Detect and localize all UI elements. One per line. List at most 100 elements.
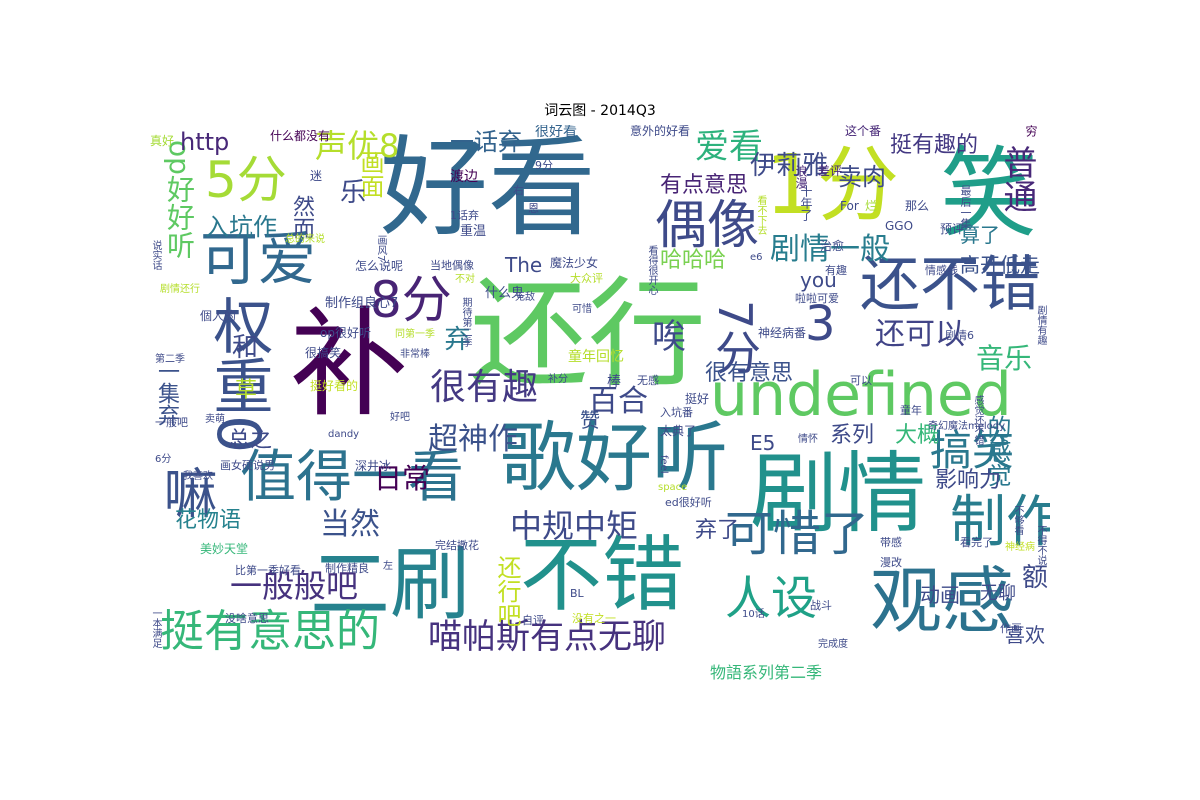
word-99: 当地偶像 xyxy=(430,259,474,272)
word-62: 赞 xyxy=(580,408,600,432)
word-93: For xyxy=(840,199,859,213)
word-35: 普通 xyxy=(997,145,1037,213)
word-71: 还行吧 xyxy=(493,555,521,627)
word-88: 看不下去 xyxy=(755,195,766,235)
word-102: 不对 xyxy=(455,274,475,285)
word-25: 权重0 xyxy=(203,295,273,454)
word-31: 爱看 xyxy=(695,127,763,167)
word-47: 卖肉 xyxy=(838,163,886,191)
word-143: space xyxy=(658,482,688,493)
word-97: 预评 xyxy=(940,222,965,236)
word-26: 嘛 xyxy=(154,465,217,519)
word-160: 总的来说 xyxy=(285,234,325,245)
word-59: you xyxy=(800,268,837,292)
word-107: 啦啦可爱 xyxy=(795,292,839,305)
word-87: 十年了 xyxy=(799,185,813,221)
word-6: 剧情 xyxy=(750,442,927,545)
word-105: 什么鬼 xyxy=(485,286,525,301)
word-21: 喵帕斯有点无聊 xyxy=(428,617,666,657)
word-150: 棒 xyxy=(607,374,621,390)
word-120: 画女硬说男 xyxy=(220,459,275,472)
word-49: 有点意思 xyxy=(660,173,749,198)
word-cloud: 好看 还行 笑 1分补剧情 歌好听 不错 二刷 观感 undefined 还不错 偶像 5分 可爱 值得一… xyxy=(150,125,1050,685)
word-10: 观感 xyxy=(870,559,1015,643)
word-146: 6分 xyxy=(155,454,172,465)
word-40: 当然 xyxy=(320,507,380,542)
word-116: 童年回忆 xyxy=(568,349,624,365)
word-50: 画面 xyxy=(356,150,384,198)
word-108: 无敌 xyxy=(515,292,535,303)
word-118: 挺好看的 xyxy=(310,379,359,393)
word-96: GGO xyxy=(885,219,914,233)
word-39: 超神作 xyxy=(428,422,518,457)
word-123: 制作精良 xyxy=(325,562,369,575)
word-56: 哈哈哈 xyxy=(660,248,727,273)
word-42: 音乐 xyxy=(976,342,1033,375)
word-124: 完结撒花 xyxy=(435,539,479,552)
word-34: 剧情一般 xyxy=(770,232,890,267)
word-163: 非常棒 xyxy=(400,349,430,360)
word-32: 伊莉雅 xyxy=(750,151,829,181)
word-77: 物語系列第二季 xyxy=(710,663,823,682)
word-164: 期待第二季 xyxy=(460,297,471,347)
word-86: 差评 xyxy=(818,164,843,178)
word-22: 中规中矩 xyxy=(510,507,639,545)
word-92: 1话弃 xyxy=(450,209,479,222)
word-38: 一般般吧 xyxy=(230,567,359,605)
word-28: 7分 xyxy=(708,300,762,376)
word-110: 個人的 xyxy=(200,309,237,323)
word-3: 笑 xyxy=(940,137,1039,251)
word-37: 唉 xyxy=(652,317,686,357)
word-68: E5 xyxy=(750,431,776,455)
word-109: 制作组良心7 xyxy=(325,296,399,311)
word-64: 总之 xyxy=(228,428,273,453)
word-144: feel xyxy=(658,455,669,474)
word-19: 人设 xyxy=(725,571,817,625)
word-165: 看得很开心 xyxy=(646,245,657,295)
word-113: 剧情6 xyxy=(945,329,974,342)
chart-title: 词云图 - 2014Q3 xyxy=(544,103,656,119)
word-91: 重温 xyxy=(460,224,487,239)
word-80: 这个番 xyxy=(845,125,882,138)
word-159: 说实话 xyxy=(150,240,161,270)
word-167: 剧情有趣 xyxy=(1035,305,1046,345)
word-23: 很有趣 xyxy=(430,367,539,408)
word-171: 恩 xyxy=(528,202,539,215)
word-41: 日常 xyxy=(374,462,431,495)
word-17: 制作 xyxy=(950,490,1050,555)
word-155: 左 xyxy=(383,561,393,572)
word-131: 奇幻魔法melody xyxy=(928,421,1006,432)
word-76: 喜欢 xyxy=(1005,623,1045,647)
word-9: 二刷 xyxy=(310,538,470,631)
word-112: 神经病番 xyxy=(758,326,807,340)
word-140: 不够看 xyxy=(1012,505,1023,535)
word-166: 感觉还不错 xyxy=(972,395,983,445)
word-57: 算了 xyxy=(960,223,1000,247)
word-43: op好好听 xyxy=(163,140,196,259)
word-119: 深井冰 xyxy=(355,459,392,473)
word-135: 情怀 xyxy=(798,434,818,445)
word-30: 搞笑 xyxy=(930,426,1015,475)
word-134: 挺好 xyxy=(685,392,710,406)
word-58: 高开低走 xyxy=(960,253,1040,277)
word-75: 无聊 xyxy=(980,583,1016,604)
word-133: 入坑番 xyxy=(660,406,693,419)
word-36: 还可以 xyxy=(875,317,965,352)
word-111: op很好听 xyxy=(320,326,371,340)
word-7: 歌好听 xyxy=(500,413,728,502)
word-103: 有趣 xyxy=(825,264,847,277)
word-139: 神经病 xyxy=(1005,542,1035,553)
word-142: dandy xyxy=(328,429,360,440)
word-5: 补 xyxy=(290,295,409,433)
word-54: 弃 xyxy=(440,325,470,351)
word-13: 偶像 xyxy=(655,196,760,256)
word-98: 治愈 xyxy=(820,239,845,253)
word-45: 一话弃 xyxy=(450,128,522,156)
word-161: 画风7 xyxy=(375,235,386,262)
word-51: 乐 xyxy=(340,178,367,208)
word-130: 作画 xyxy=(1000,622,1022,635)
word-20: 挺有意思的 xyxy=(160,606,380,657)
word-33: 声优8 xyxy=(315,127,400,165)
word-132: 太典了 xyxy=(660,424,697,438)
word-121: 美妙天堂 xyxy=(200,542,249,556)
